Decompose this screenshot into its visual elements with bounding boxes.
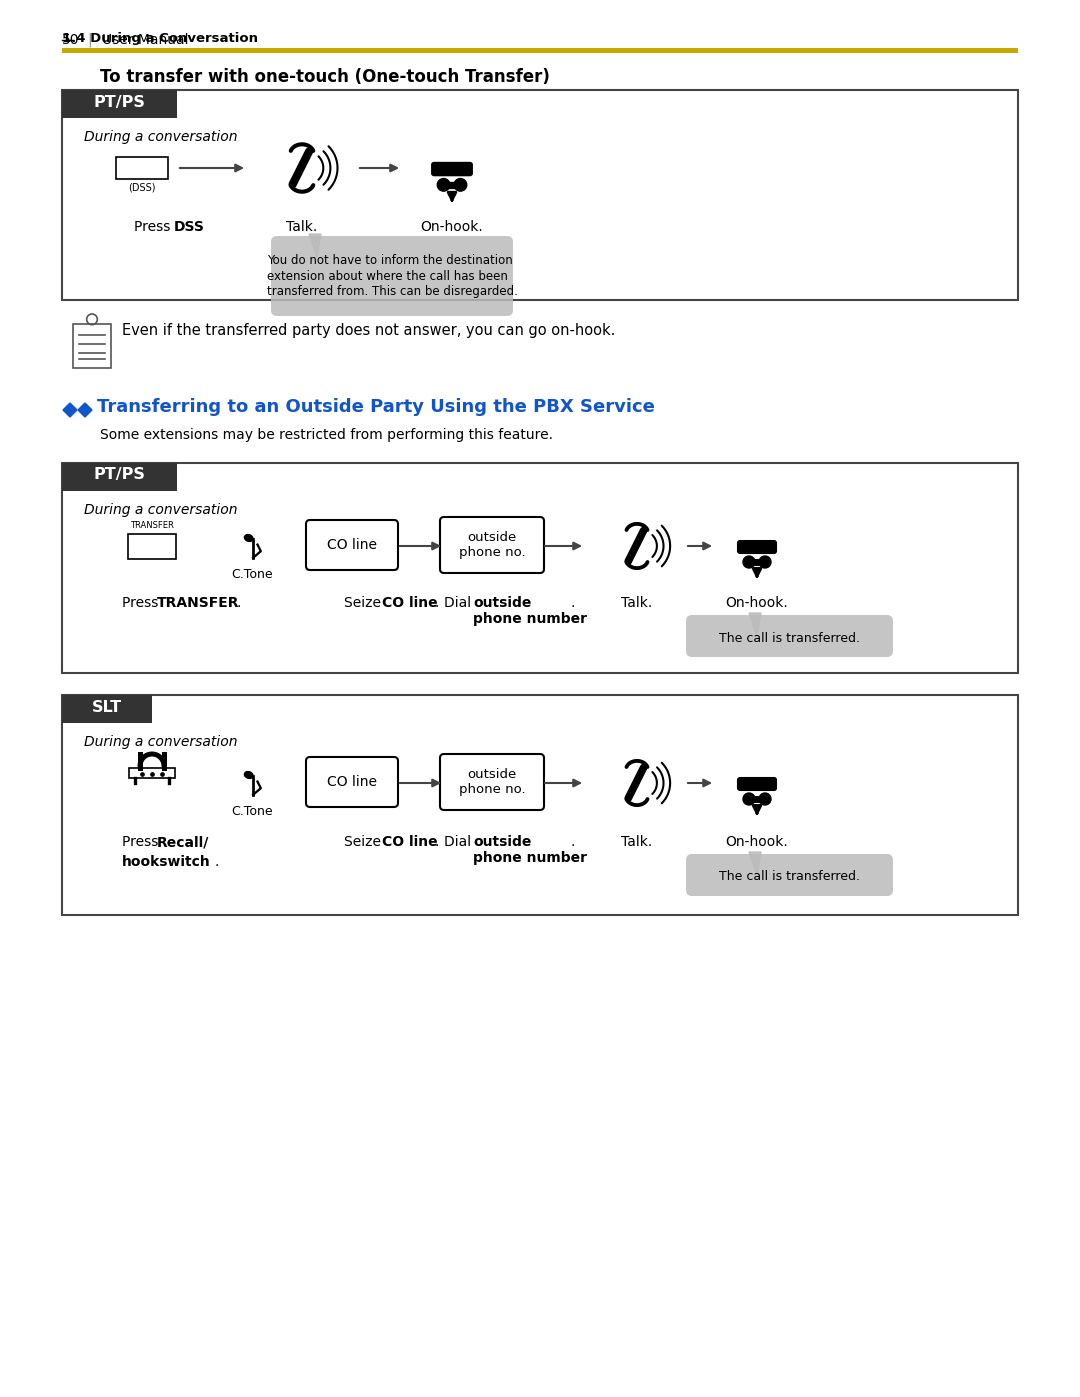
Bar xyxy=(62,47,1018,53)
Text: .: . xyxy=(570,597,575,610)
Bar xyxy=(62,89,1018,300)
FancyBboxPatch shape xyxy=(306,757,399,807)
Text: C.Tone: C.Tone xyxy=(231,569,273,581)
Bar xyxy=(73,324,110,369)
Text: Press: Press xyxy=(134,219,175,235)
Text: Press: Press xyxy=(122,835,163,849)
Bar xyxy=(62,694,1018,915)
Bar xyxy=(62,462,1018,673)
Text: Press: Press xyxy=(122,597,163,610)
Text: During a conversation: During a conversation xyxy=(84,130,238,144)
Text: Dial: Dial xyxy=(444,597,475,610)
Bar xyxy=(62,462,177,490)
Text: outside
phone no.: outside phone no. xyxy=(459,531,525,559)
Text: On-hook.: On-hook. xyxy=(726,835,788,849)
Text: outside
phone number: outside phone number xyxy=(473,597,588,626)
FancyBboxPatch shape xyxy=(440,754,544,810)
Bar xyxy=(116,156,168,179)
Text: outside
phone number: outside phone number xyxy=(473,835,588,865)
Text: On-hook.: On-hook. xyxy=(420,219,484,235)
Text: C.Tone: C.Tone xyxy=(231,805,273,819)
FancyBboxPatch shape xyxy=(738,541,777,553)
Text: .: . xyxy=(214,855,218,869)
Text: TRANSFER: TRANSFER xyxy=(157,597,240,610)
Text: Talk.: Talk. xyxy=(621,597,652,610)
Text: outside
phone no.: outside phone no. xyxy=(459,768,525,796)
Text: .: . xyxy=(237,597,241,610)
Text: 50: 50 xyxy=(62,34,80,47)
Text: Talk.: Talk. xyxy=(621,835,652,849)
Text: CO line: CO line xyxy=(382,597,437,610)
Ellipse shape xyxy=(244,535,253,542)
Text: (DSS): (DSS) xyxy=(129,182,156,191)
FancyBboxPatch shape xyxy=(440,517,544,573)
Text: The call is transferred.: The call is transferred. xyxy=(719,870,860,883)
Text: During a conversation: During a conversation xyxy=(84,735,238,749)
Circle shape xyxy=(759,556,771,569)
Circle shape xyxy=(454,179,467,191)
Polygon shape xyxy=(78,402,92,416)
Circle shape xyxy=(437,179,450,191)
Bar xyxy=(62,89,177,117)
Text: TRANSFER: TRANSFER xyxy=(130,521,174,529)
FancyBboxPatch shape xyxy=(686,854,893,895)
Text: On-hook.: On-hook. xyxy=(726,597,788,610)
Text: PT/PS: PT/PS xyxy=(94,95,146,109)
Text: .: . xyxy=(434,835,438,849)
Text: CO line: CO line xyxy=(327,538,377,552)
Text: Even if the transferred party does not answer, you can go on-hook.: Even if the transferred party does not a… xyxy=(122,323,616,338)
Text: The call is transferred.: The call is transferred. xyxy=(719,631,860,644)
FancyBboxPatch shape xyxy=(432,163,472,175)
Text: .: . xyxy=(197,219,201,235)
Polygon shape xyxy=(309,235,321,257)
Bar xyxy=(62,694,152,724)
Text: CO line: CO line xyxy=(327,775,377,789)
Polygon shape xyxy=(63,402,77,416)
FancyBboxPatch shape xyxy=(271,236,513,316)
Bar xyxy=(129,534,176,559)
Text: CO line: CO line xyxy=(382,835,437,849)
Text: To transfer with one-touch (One-touch Transfer): To transfer with one-touch (One-touch Tr… xyxy=(100,68,550,87)
FancyBboxPatch shape xyxy=(306,520,399,570)
Text: .: . xyxy=(434,597,438,610)
Circle shape xyxy=(759,793,771,805)
Text: Recall/: Recall/ xyxy=(157,835,210,849)
Text: hookswitch: hookswitch xyxy=(122,855,211,869)
Text: 1.4 During a Conversation: 1.4 During a Conversation xyxy=(62,32,258,45)
Ellipse shape xyxy=(244,771,253,778)
Text: Some extensions may be restricted from performing this feature.: Some extensions may be restricted from p… xyxy=(100,427,553,441)
Text: PT/PS: PT/PS xyxy=(94,468,146,482)
Text: Dial: Dial xyxy=(444,835,475,849)
Text: You do not have to inform the destination
extension about where the call has bee: You do not have to inform the destinatio… xyxy=(267,254,517,298)
Text: |: | xyxy=(87,32,92,47)
Text: User Manual: User Manual xyxy=(102,34,189,47)
Polygon shape xyxy=(750,852,761,875)
Circle shape xyxy=(743,793,755,805)
Text: .: . xyxy=(570,835,575,849)
Text: Seize: Seize xyxy=(345,835,386,849)
Text: Transferring to an Outside Party Using the PBX Service: Transferring to an Outside Party Using t… xyxy=(97,398,654,416)
Text: Talk.: Talk. xyxy=(286,219,318,235)
Circle shape xyxy=(743,556,755,569)
Bar xyxy=(130,768,175,778)
FancyBboxPatch shape xyxy=(686,615,893,657)
Text: SLT: SLT xyxy=(92,700,122,714)
Polygon shape xyxy=(750,613,761,636)
FancyBboxPatch shape xyxy=(738,778,777,789)
Text: During a conversation: During a conversation xyxy=(84,503,238,517)
Text: Seize: Seize xyxy=(345,597,386,610)
Text: DSS: DSS xyxy=(174,219,205,235)
